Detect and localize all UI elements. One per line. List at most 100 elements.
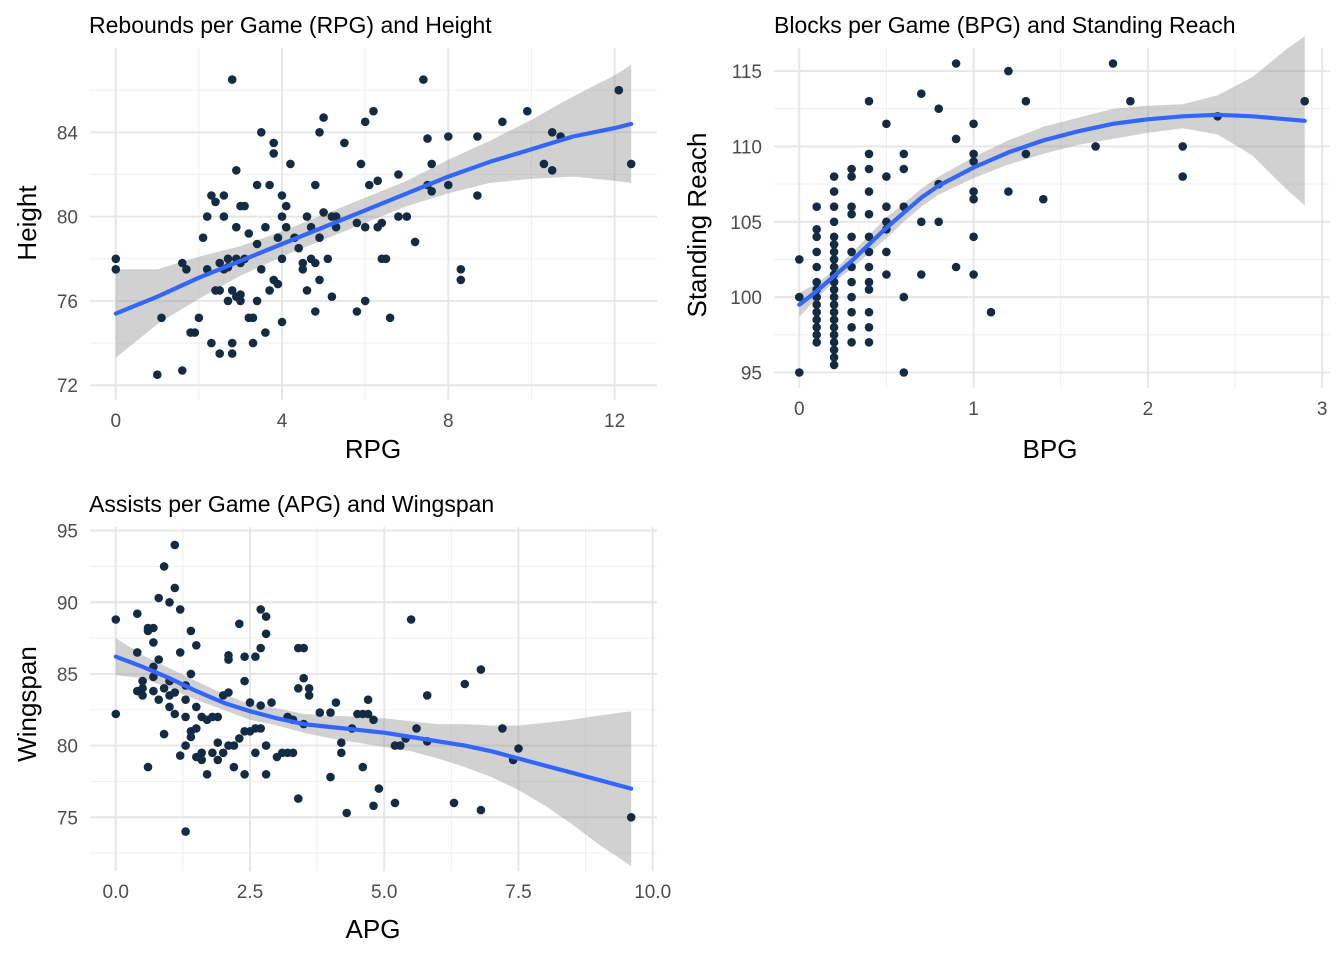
data-point bbox=[138, 691, 147, 700]
data-point bbox=[360, 296, 370, 306]
data-point bbox=[111, 615, 121, 624]
data-point bbox=[340, 138, 349, 148]
x-axis-label: APG bbox=[346, 914, 401, 944]
data-point bbox=[406, 615, 416, 624]
data-point bbox=[847, 164, 856, 174]
data-point bbox=[986, 307, 996, 317]
data-point bbox=[149, 638, 158, 647]
confidence-band bbox=[115, 638, 632, 866]
data-point bbox=[899, 164, 909, 174]
y-tick-label: 80 bbox=[57, 208, 78, 229]
data-point bbox=[223, 296, 233, 306]
data-point bbox=[170, 540, 180, 550]
data-point bbox=[248, 338, 258, 348]
data-point bbox=[311, 180, 320, 190]
data-point bbox=[847, 323, 856, 332]
data-point bbox=[423, 134, 432, 143]
data-point bbox=[315, 275, 324, 285]
data-point bbox=[402, 212, 412, 221]
data-point bbox=[363, 695, 373, 704]
data-point bbox=[812, 330, 821, 340]
data-point bbox=[951, 262, 961, 272]
data-point bbox=[331, 698, 341, 707]
data-point bbox=[882, 247, 891, 257]
data-point bbox=[149, 686, 158, 696]
data-point bbox=[1091, 142, 1100, 151]
data-point bbox=[899, 292, 909, 302]
data-point bbox=[311, 307, 320, 316]
data-point bbox=[812, 262, 821, 272]
data-point bbox=[261, 741, 271, 750]
data-point bbox=[396, 741, 405, 750]
data-point bbox=[864, 96, 874, 106]
data-point bbox=[1021, 96, 1031, 106]
data-point bbox=[795, 368, 804, 377]
data-point bbox=[273, 233, 283, 242]
confidence-band bbox=[799, 36, 1305, 317]
data-point bbox=[444, 132, 453, 141]
panel-title: Rebounds per Game (RPG) and Height bbox=[89, 12, 492, 38]
data-point bbox=[829, 172, 839, 181]
data-point bbox=[236, 296, 245, 306]
data-point bbox=[256, 605, 266, 614]
data-point bbox=[181, 712, 190, 722]
data-point bbox=[847, 292, 856, 302]
data-point bbox=[215, 349, 224, 358]
data-point bbox=[265, 180, 274, 190]
data-point bbox=[812, 338, 821, 347]
data-point bbox=[256, 701, 266, 710]
y-tick-label: 72 bbox=[57, 376, 78, 397]
data-point bbox=[252, 180, 262, 190]
data-point bbox=[311, 258, 320, 268]
data-point bbox=[181, 695, 190, 704]
data-point bbox=[1039, 194, 1048, 204]
data-point bbox=[252, 239, 262, 249]
data-point bbox=[829, 315, 839, 325]
data-point bbox=[138, 684, 147, 693]
data-point bbox=[337, 738, 346, 747]
data-point bbox=[294, 794, 303, 803]
data-point bbox=[829, 255, 839, 264]
x-tick-label: 2.5 bbox=[237, 882, 263, 903]
data-point bbox=[192, 724, 201, 733]
data-point bbox=[211, 197, 220, 207]
data-point bbox=[277, 254, 287, 264]
data-point bbox=[444, 180, 453, 190]
y-tick-label: 85 bbox=[57, 665, 78, 686]
data-point bbox=[449, 798, 459, 808]
panel-apg-wingspan: Assists per Game (APG) and Wingspan APG … bbox=[12, 491, 671, 944]
data-point bbox=[294, 243, 304, 253]
data-point bbox=[157, 313, 166, 323]
data-point bbox=[374, 784, 384, 793]
data-point bbox=[1004, 187, 1013, 196]
data-point bbox=[829, 202, 839, 211]
data-point bbox=[277, 317, 287, 327]
data-point bbox=[882, 172, 891, 181]
data-point bbox=[427, 187, 437, 196]
x-tick-label: 0 bbox=[110, 411, 121, 432]
data-point bbox=[261, 770, 271, 779]
data-point bbox=[419, 75, 428, 84]
data-point bbox=[252, 296, 262, 306]
data-point bbox=[864, 262, 874, 272]
data-point bbox=[829, 217, 839, 227]
data-point bbox=[969, 157, 978, 166]
data-point bbox=[218, 748, 228, 758]
data-point bbox=[969, 149, 978, 159]
data-point bbox=[315, 128, 324, 137]
data-point bbox=[812, 247, 821, 257]
data-point bbox=[369, 715, 378, 725]
data-point bbox=[257, 265, 266, 274]
data-point bbox=[934, 104, 943, 113]
data-point bbox=[829, 360, 839, 370]
data-point bbox=[143, 762, 153, 772]
trend-line bbox=[113, 654, 634, 791]
data-point bbox=[281, 201, 291, 211]
x-tick-label: 12 bbox=[604, 411, 625, 432]
data-point bbox=[269, 138, 279, 148]
data-point bbox=[298, 265, 308, 274]
data-point bbox=[385, 313, 395, 323]
data-point bbox=[327, 292, 337, 302]
data-point bbox=[223, 254, 233, 264]
